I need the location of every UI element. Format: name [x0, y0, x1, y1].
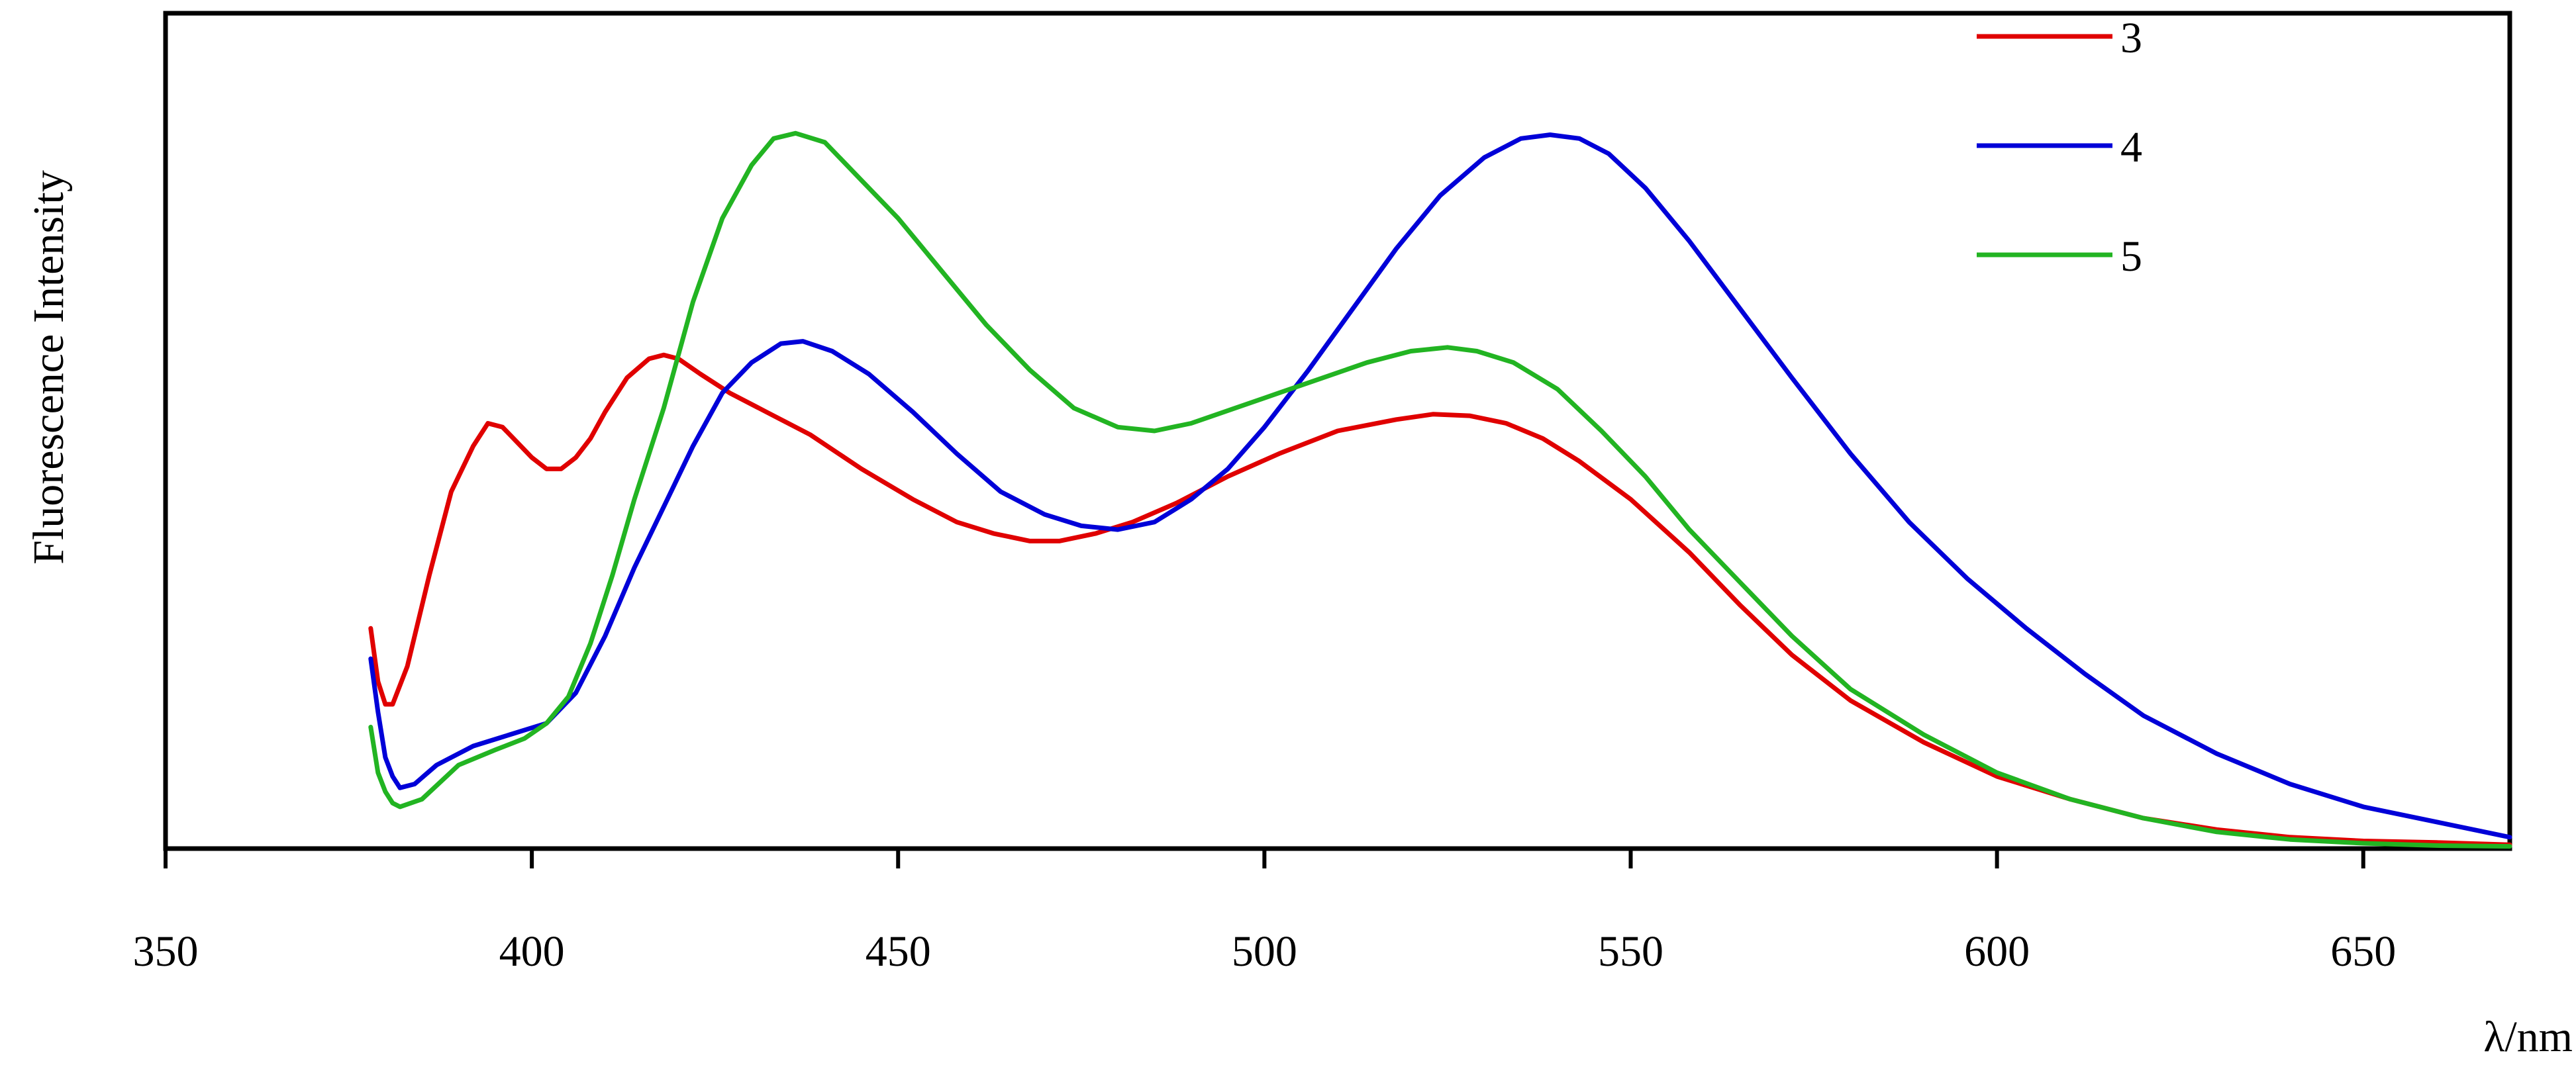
x-tick-label: 600: [1964, 927, 2030, 976]
plot-frame: [163, 11, 2512, 851]
series-line-3: [368, 352, 2512, 847]
x-tick-label: 500: [1232, 927, 1297, 976]
y-axis-title: Fluorescence Intensity: [25, 170, 73, 565]
legend: 3 4 5: [1977, 14, 2142, 281]
legend-label-4: 4: [2120, 123, 2142, 171]
x-tick-label: 350: [133, 927, 199, 976]
x-axis-title: λ/nm: [2483, 1013, 2573, 1061]
x-tick-label: 650: [2330, 927, 2396, 976]
series-line-4: [368, 132, 2512, 840]
series-line-5: [368, 130, 2512, 849]
legend-label-5: 5: [2120, 232, 2142, 281]
x-tick-label: 450: [866, 927, 931, 976]
series-layer: [368, 130, 2512, 849]
x-axis-ticks: 350 400 450 500 550 600 650: [133, 849, 2396, 976]
x-tick-label: 550: [1598, 927, 1663, 976]
x-tick-label: 400: [499, 927, 565, 976]
legend-label-3: 3: [2120, 14, 2142, 62]
